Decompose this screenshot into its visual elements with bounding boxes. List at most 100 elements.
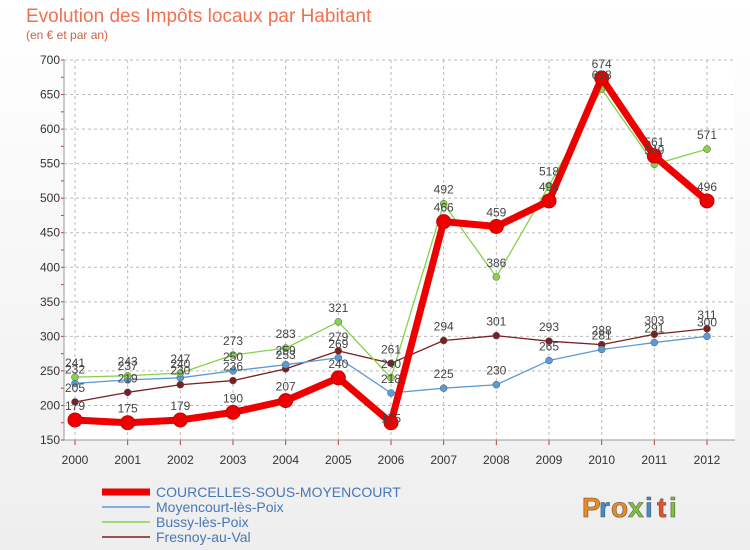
data-point [650, 330, 659, 339]
x-tick-label: 2008 [483, 453, 510, 467]
y-tick-label: 150 [40, 433, 60, 447]
y-tick-label: 400 [40, 260, 60, 274]
y-tick-label: 700 [40, 53, 60, 67]
series-courcelles-sous-moyencourt [67, 70, 715, 431]
y-tick-label: 250 [40, 364, 60, 378]
legend: COURCELLES-SOUS-MOYENCOURTMoyencourt-lès… [102, 484, 401, 545]
data-point [699, 193, 715, 209]
data-point [71, 373, 79, 381]
data-point [172, 412, 188, 428]
data-label: 179 [65, 399, 85, 413]
data-point [123, 388, 132, 397]
data-point [71, 398, 79, 406]
x-tick-label: 2001 [114, 453, 141, 467]
data-point [281, 360, 290, 369]
x-tick-label: 2003 [220, 453, 247, 467]
data-point [439, 384, 448, 392]
data-label: 466 [434, 201, 454, 215]
data-label: 311 [697, 308, 716, 322]
data-label: 232 [65, 362, 85, 376]
data-label: 301 [486, 315, 506, 329]
data-label: 241 [65, 356, 85, 370]
data-point [123, 371, 132, 380]
data-label: 175 [381, 412, 401, 426]
chart-title: Evolution des Impôts locaux par Habitant [26, 6, 372, 27]
data-label: 279 [328, 330, 348, 344]
data-label: 237 [118, 359, 138, 373]
data-point [278, 393, 294, 409]
x-tick-label: 2012 [694, 453, 721, 467]
data-point [387, 359, 395, 368]
data-label: 205 [65, 381, 85, 395]
data-label: 240 [381, 357, 401, 371]
data-point [229, 351, 237, 359]
data-point [492, 380, 501, 389]
y-tick-label: 200 [40, 398, 60, 412]
logo-letter: i [669, 492, 677, 523]
data-label: 179 [170, 399, 190, 413]
y-tick-label: 300 [40, 329, 60, 343]
data-point [225, 404, 241, 420]
data-point [176, 369, 185, 377]
data-label: 293 [539, 320, 559, 334]
data-point [330, 370, 346, 386]
data-point [703, 332, 711, 341]
proxiti-logo: Pr o x i t i [582, 492, 677, 524]
data-label: 240 [328, 357, 348, 371]
data-point [594, 70, 610, 86]
data-point [545, 337, 553, 345]
data-label: 230 [486, 364, 506, 378]
data-point [229, 367, 237, 375]
data-label: 294 [434, 320, 454, 334]
data-label: 273 [223, 334, 243, 348]
legend-label: Bussy-lès-Poix [156, 514, 249, 530]
data-label: 321 [328, 301, 348, 315]
data-label: 291 [644, 322, 664, 336]
chart-subtitle: (en € et par an) [26, 28, 108, 42]
data-label: 269 [328, 337, 348, 351]
data-label: 207 [276, 380, 296, 394]
x-tick-label: 2009 [536, 453, 563, 467]
x-tick-label: 2010 [588, 453, 615, 467]
data-point [281, 344, 290, 352]
x-tick-label: 2006 [378, 453, 405, 467]
legend-label: COURCELLES-SOUS-MOYENCOURT [156, 484, 401, 500]
data-point [703, 325, 711, 333]
data-label: 492 [434, 183, 454, 197]
series-group [67, 70, 715, 431]
data-label: 288 [592, 324, 612, 338]
series-bussy-l-s-poix [71, 85, 711, 382]
data-point [334, 318, 343, 326]
data-label: 240 [170, 357, 190, 371]
data-label: 259 [276, 344, 296, 358]
x-tick-label: 2004 [272, 453, 299, 467]
y-tick-label: 500 [40, 191, 60, 205]
data-label: 518 [539, 165, 559, 179]
y-tick-label: 450 [40, 226, 60, 240]
data-label: 265 [539, 340, 559, 354]
data-label: 674 [592, 57, 612, 71]
logo-letter: i [645, 492, 653, 523]
data-label: 219 [118, 371, 138, 385]
y-tick-label: 600 [40, 122, 60, 136]
legend-label: Moyencourt-lès-Poix [156, 499, 284, 515]
logo-letter: r [599, 492, 610, 523]
data-label: 303 [644, 313, 664, 327]
data-label: 571 [697, 128, 717, 142]
x-tick-label: 2002 [167, 453, 194, 467]
data-label: 658 [592, 68, 612, 82]
data-point [703, 145, 711, 153]
data-label: 230 [170, 364, 190, 378]
data-point [334, 354, 343, 362]
data-label: 243 [118, 355, 138, 369]
data-point [436, 214, 452, 230]
data-label: 190 [223, 391, 243, 405]
data-point [176, 380, 185, 389]
data-label: 283 [276, 327, 296, 341]
data-point [120, 415, 136, 431]
data-label: 261 [381, 342, 401, 356]
data-label: 236 [223, 360, 243, 374]
data-label: 496 [539, 180, 559, 194]
